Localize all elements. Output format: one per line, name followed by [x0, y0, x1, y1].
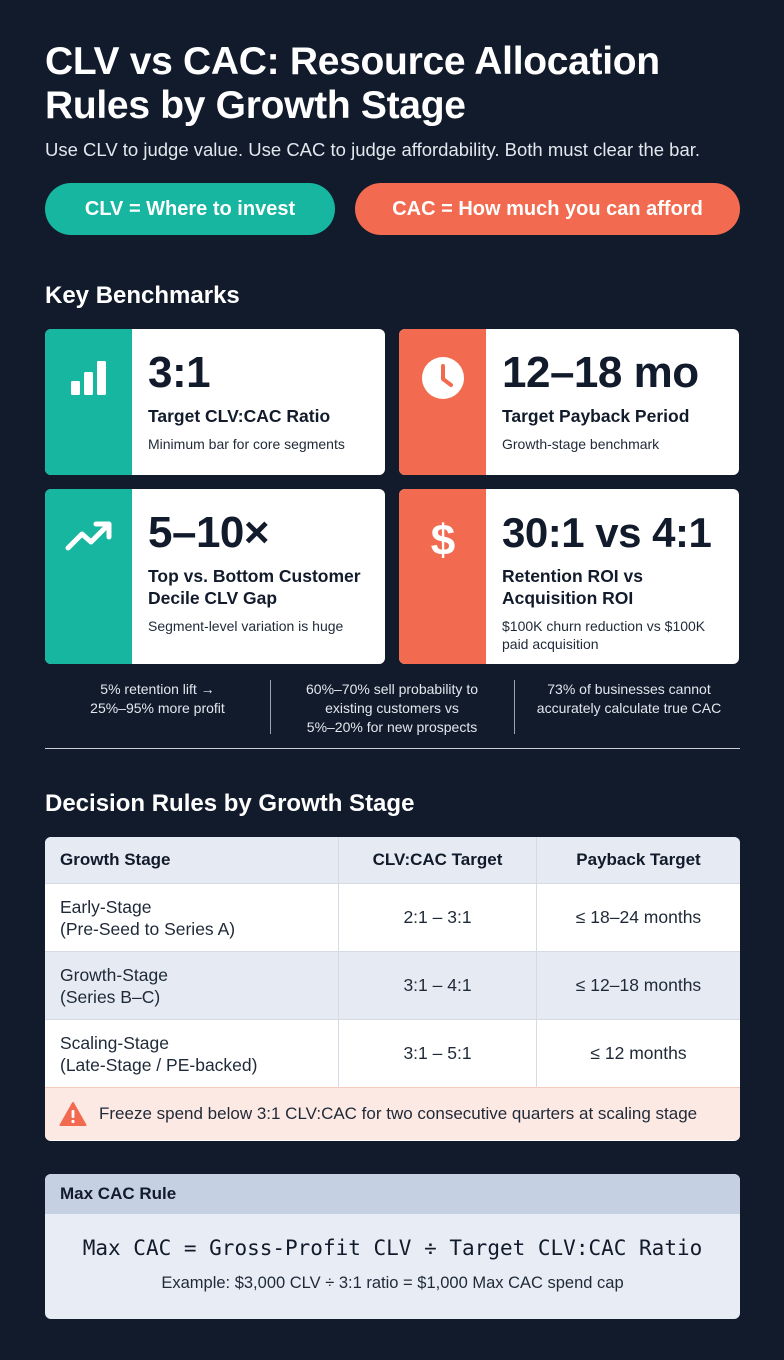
page-title: CLV vs CAC: Resource Allocation Rules by… [45, 40, 660, 127]
benchmark-desc-line: $100K churn reduction vs $100K [502, 618, 706, 634]
benchmark-card-roi: $ 30:1 vs 4:1 Retention ROI vs Acquisiti… [399, 489, 739, 664]
stat-line: existing customers vs [325, 700, 459, 716]
dollar-icon: $ [430, 516, 454, 563]
clock-icon [421, 357, 464, 399]
stage-cell: Early-Stage (Pre-Seed to Series A) [45, 883, 339, 952]
benchmark-desc: Segment-level variation is huge [148, 618, 344, 634]
warning-icon [59, 1102, 87, 1126]
stat-line: 5% retention lift → [100, 681, 215, 697]
cac-pill: CAC = How much you can afford [355, 183, 740, 235]
stat-divider [270, 680, 271, 734]
benchmark-value: 30:1 vs 4:1 [502, 509, 712, 556]
section-divider [45, 748, 740, 749]
benchmark-card-decile-gap: 5–10× Top vs. Bottom Customer Decile CLV… [45, 489, 385, 664]
benchmark-label-line: Acquisition ROI [502, 588, 634, 608]
bar-chart-icon [70, 361, 106, 395]
max-cac-title: Max CAC Rule [45, 1174, 740, 1214]
stat-line: 5%–20% for new prospects [306, 719, 478, 735]
payback-cell: ≤ 18–24 months [575, 907, 702, 927]
column-header-payback: Payback Target [576, 850, 701, 869]
page-subtitle: Use CLV to judge value. Use CAC to judge… [45, 139, 701, 160]
stat-sell-probability: 60%–70% sell probability to existing cus… [272, 680, 512, 737]
benchmark-value: 12–18 mo [502, 348, 699, 397]
benchmark-desc: $100K churn reduction vs $100K paid acqu… [502, 617, 739, 653]
stat-cac-calculation: 73% of businesses cannot accurately calc… [516, 680, 742, 718]
card-accent-strip [45, 489, 132, 664]
stage-detail: (Pre-Seed to Series A) [60, 918, 236, 939]
benchmark-value: 5–10× [148, 508, 270, 557]
column-header-stage: Growth Stage [45, 837, 339, 883]
stage-detail: (Series B–C) [60, 986, 161, 1007]
card-accent-strip: $ [399, 489, 486, 664]
ratio-cell: 3:1 – 5:1 [339, 1019, 537, 1088]
card-accent-strip [399, 329, 486, 475]
stat-line: 73% of businesses cannot [547, 681, 711, 697]
clv-pill: CLV = Where to invest [45, 183, 335, 235]
benchmark-desc: Growth-stage benchmark [502, 436, 660, 452]
stat-retention-lift: 5% retention lift → 25%–95% more profit [45, 680, 270, 718]
stage-detail: (Late-Stage / PE-backed) [60, 1054, 258, 1075]
payback-cell: ≤ 12–18 months [575, 975, 702, 995]
svg-text:$: $ [430, 516, 454, 563]
payback-cell: ≤ 12 months [590, 1043, 687, 1063]
benchmark-card-payback: 12–18 mo Target Payback Period Growth-st… [399, 329, 739, 475]
card-accent-strip [45, 329, 132, 475]
benchmark-label-line: Retention ROI vs [502, 566, 643, 586]
ratio-cell: 2:1 – 3:1 [339, 883, 537, 952]
benchmark-label-line: Decile CLV Gap [148, 588, 278, 608]
stage-name: Early-Stage [60, 896, 152, 917]
trend-up-icon [65, 521, 111, 551]
growth-stage-table: Growth Stage CLV:CAC Target Payback Targ… [45, 837, 740, 1141]
benchmark-value: 3:1 [148, 348, 211, 397]
stage-cell: Growth-Stage (Series B–C) [45, 951, 339, 1020]
benchmark-label: Target CLV:CAC Ratio [148, 406, 331, 426]
stat-line: accurately calculate true CAC [536, 700, 722, 716]
decision-rules-heading: Decision Rules by Growth Stage [45, 790, 415, 817]
table-row: Scaling-Stage (Late-Stage / PE-backed) 3… [45, 1019, 740, 1088]
benchmark-card-ratio: 3:1 Target CLV:CAC Ratio Minimum bar for… [45, 329, 385, 475]
max-cac-rule-box: Max CAC Rule Max CAC = Gross-Profit CLV … [45, 1174, 740, 1319]
stage-name: Scaling-Stage [60, 1032, 169, 1053]
benchmark-desc: Minimum bar for core segments [148, 436, 345, 452]
max-cac-example: Example: $3,000 CLV ÷ 3:1 ratio = $1,000… [161, 1274, 624, 1292]
benchmark-label: Retention ROI vs Acquisition ROI [502, 565, 739, 609]
table-row: Early-Stage (Pre-Seed to Series A) 2:1 –… [45, 883, 740, 952]
benchmark-label-line: Top vs. Bottom Customer [148, 566, 361, 586]
benchmark-desc-line: paid acquisition [502, 636, 599, 652]
warning-text: Freeze spend below 3:1 CLV:CAC for two c… [99, 1104, 698, 1123]
stat-line: 25%–95% more profit [90, 700, 225, 716]
freeze-warning: Freeze spend below 3:1 CLV:CAC for two c… [45, 1087, 740, 1140]
max-cac-formula: Max CAC = Gross-Profit CLV ÷ Target CLV:… [82, 1236, 703, 1260]
table-row: Growth-Stage (Series B–C) 3:1 – 4:1 ≤ 12… [45, 951, 740, 1020]
stat-divider [514, 680, 515, 734]
ratio-cell: 3:1 – 4:1 [339, 951, 537, 1020]
stage-cell: Scaling-Stage (Late-Stage / PE-backed) [45, 1019, 339, 1088]
key-benchmarks-heading: Key Benchmarks [45, 282, 240, 309]
stat-line: 60%–70% sell probability to [306, 681, 478, 697]
benchmark-label: Top vs. Bottom Customer Decile CLV Gap [148, 565, 385, 609]
stage-name: Growth-Stage [60, 964, 168, 985]
benchmark-label: Target Payback Period [502, 406, 690, 426]
table-header-row: Growth Stage CLV:CAC Target Payback Targ… [45, 837, 740, 883]
column-header-ratio: CLV:CAC Target [339, 837, 537, 883]
